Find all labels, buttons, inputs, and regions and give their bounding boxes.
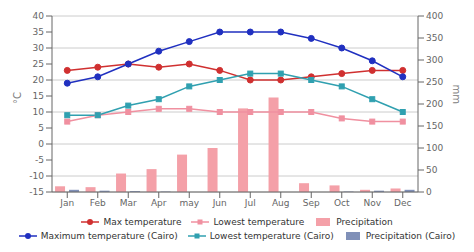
- svg-text:Jun: Jun: [212, 198, 227, 208]
- svg-text:50: 50: [426, 165, 438, 175]
- html-text:Precipitation: Precipitation: [336, 217, 393, 227]
- svg-text:200: 200: [426, 99, 443, 109]
- svg-text:150: 150: [426, 121, 443, 131]
- svg-text:40: 40: [33, 11, 45, 21]
- svg-text:Apr: Apr: [151, 198, 167, 208]
- svg-text:10: 10: [33, 107, 45, 117]
- svg-text:Oct: Oct: [334, 198, 350, 208]
- svg-text:30: 30: [33, 43, 45, 53]
- svg-text:Aug: Aug: [272, 198, 290, 208]
- html-text:Maximum temperature (Cairo): Maximum temperature (Cairo): [40, 231, 178, 241]
- svg-text:Nov: Nov: [363, 198, 381, 208]
- svg-text:300: 300: [426, 55, 443, 65]
- svg-text:Sep: Sep: [303, 198, 320, 208]
- svg-text:Jul: Jul: [244, 198, 256, 208]
- svg-text:350: 350: [426, 33, 443, 43]
- svg-text:-5: -5: [35, 155, 44, 165]
- svg-text:0: 0: [426, 187, 432, 197]
- svg-text:mm: mm: [451, 85, 462, 104]
- html-text:Lowest temperature (Cairo): Lowest temperature (Cairo): [209, 231, 334, 241]
- svg-text:0: 0: [38, 139, 44, 149]
- svg-text:100: 100: [426, 143, 443, 153]
- svg-text:Jan: Jan: [59, 198, 74, 208]
- svg-text:20: 20: [33, 75, 45, 85]
- svg-text:5: 5: [38, 123, 44, 133]
- svg-text:35: 35: [33, 27, 44, 37]
- svg-text:15: 15: [33, 91, 44, 101]
- svg-text:25: 25: [33, 59, 44, 69]
- svg-text:Feb: Feb: [90, 198, 106, 208]
- svg-text:Mar: Mar: [120, 198, 137, 208]
- svg-text:Dec: Dec: [394, 198, 411, 208]
- svg-text:400: 400: [426, 11, 443, 21]
- html-text:Lowest temperature: Lowest temperature: [213, 217, 305, 227]
- svg-text:250: 250: [426, 77, 443, 87]
- svg-text:°C: °C: [12, 92, 23, 104]
- svg-text:-15: -15: [29, 187, 44, 197]
- svg-text:may: may: [179, 198, 199, 208]
- html-text:Precipitation (Cairo): Precipitation (Cairo): [365, 231, 456, 241]
- svg-text:-10: -10: [29, 171, 44, 181]
- html-text:Max temperature: Max temperature: [103, 217, 182, 227]
